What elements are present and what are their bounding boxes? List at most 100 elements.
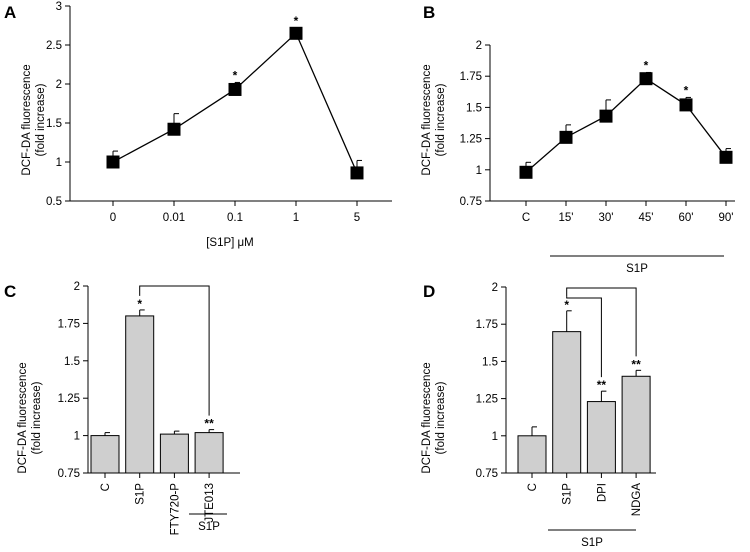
panel-a-letter: A — [4, 3, 16, 22]
panel-a-data-point — [350, 166, 364, 180]
panel-d-x-tick-label: NDGA — [631, 483, 643, 517]
panel-a-y-tick-label: 2.5 — [46, 40, 62, 52]
panel-c-significance-label: * — [137, 297, 142, 311]
panel-c-group-label: S1P — [198, 521, 220, 533]
panel-a-x-tick-label: 0.01 — [163, 212, 185, 224]
panel-d-y-tick-label: 1 — [492, 431, 498, 443]
panel-a-y-tick-label: 2 — [56, 79, 62, 91]
panel-b-data-point — [599, 109, 613, 123]
panel-c-y-tick-label: 1 — [74, 431, 80, 443]
panel-d-y-tick-label: 1.5 — [482, 356, 498, 368]
panel-b: B 0.75 1 1.25 1.5 1.75 2 C 15' 30' 45' 60' 90' * * DC… — [421, 3, 735, 275]
panel-c-x-tick-label: C — [100, 483, 112, 491]
panel-a: A 0.5 1 1.5 2 2.5 3 0 0.01 0.1 1 5 * * DCF-DA fluore… — [4, 1, 392, 249]
panel-b-group-label: S1P — [626, 263, 648, 275]
panel-d-bar — [586, 401, 616, 474]
panel-a-chart: 0.5 1 1.5 2 2.5 3 0 0.01 0.1 1 5 * * — [46, 1, 392, 224]
panel-c-bar — [90, 435, 120, 474]
panel-a-ylabel-line2: (fold increase) — [35, 83, 47, 156]
panel-a-x-tick-label: 5 — [354, 212, 360, 224]
panel-c-y-tick-label: 1.25 — [58, 393, 80, 405]
panel-a-significance-label: * — [233, 68, 238, 82]
panel-a-y-tick-label: 1.5 — [46, 118, 62, 130]
panel-a-data-point — [228, 82, 242, 96]
panel-d-x-tick-label: C — [527, 483, 539, 491]
panel-c-bar — [125, 315, 155, 474]
panel-b-data-point — [519, 165, 533, 179]
panel-d-ylabel-line2: (fold increase) — [435, 381, 447, 454]
panel-a-x-tick-label: 0 — [110, 212, 116, 224]
panel-b-data-point — [559, 130, 573, 144]
panel-c-y-tick-label: 0.75 — [58, 468, 80, 480]
panel-a-data-point — [106, 155, 120, 169]
panel-b-series-line — [525, 77, 727, 173]
panel-a-x-tick-label: 1 — [293, 212, 299, 224]
panel-d-y-tick-label: 0.75 — [476, 468, 498, 480]
panel-a-y-tick-label: 0.5 — [46, 196, 62, 208]
panel-b-x-tick-label: C — [522, 212, 530, 224]
panel-b-chart: 0.75 1 1.25 1.5 1.75 2 C 15' 30' 45' 60' 90' * * — [460, 40, 735, 224]
panel-a-data-point — [289, 26, 303, 40]
panel-d-significance-label: * — [564, 298, 569, 312]
panel-c-y-tick-label: 2 — [74, 281, 80, 293]
panel-b-y-tick-label: 0.75 — [460, 196, 482, 208]
panel-c-x-tick-label: JTE013 — [204, 483, 216, 523]
panel-b-data-point — [719, 150, 733, 164]
panel-b-y-tick-label: 1.25 — [460, 134, 482, 146]
panel-c-ylabel-line2: (fold increase) — [31, 381, 43, 454]
panel-c-significance-label: ** — [204, 417, 214, 431]
panel-b-letter: B — [423, 3, 435, 22]
panel-c-x-tick-label: S1P — [135, 483, 147, 505]
panel-d-significance-label: ** — [597, 378, 607, 392]
panel-d-group-label: S1P — [581, 537, 603, 549]
panel-d-bar — [552, 331, 582, 474]
panel-d-comparison-bracket — [566, 296, 602, 378]
panel-d-x-tick-label: S1P — [562, 483, 574, 505]
panel-b-data-point — [639, 72, 653, 86]
panel-d-ylabel-line1: DCF-DA fluorescence — [421, 362, 433, 473]
panel-b-significance-label: * — [684, 83, 689, 97]
panel-d-comparison-bracket — [566, 287, 637, 357]
panel-c-y-tick-label: 1.75 — [58, 318, 80, 330]
panel-b-x-tick-label: 30' — [599, 212, 614, 224]
panel-b-y-tick-label: 1 — [476, 165, 482, 177]
panel-b-x-tick-label: 15' — [559, 212, 574, 224]
panel-b-x-tick-label: 60' — [679, 212, 694, 224]
panel-b-ylabel-line1: DCF-DA fluorescence — [421, 64, 433, 175]
panel-b-significance-label: * — [644, 58, 649, 72]
panel-c-x-tick-label: FTY720-P — [169, 483, 181, 536]
panel-b-y-tick-label: 2 — [476, 40, 482, 52]
panel-a-data-point — [167, 122, 181, 136]
panel-a-significance-label: * — [294, 14, 299, 28]
panel-c-bar — [194, 432, 224, 474]
panel-d-y-tick-label: 2 — [492, 282, 498, 294]
panel-b-x-tick-label: 90' — [719, 212, 734, 224]
panel-c-letter: C — [4, 282, 16, 301]
panel-b-y-tick-label: 1.5 — [466, 102, 482, 114]
panel-b-ylabel-line2: (fold increase) — [435, 83, 447, 156]
panel-c-y-tick-label: 1.5 — [64, 356, 80, 368]
panel-b-data-point — [679, 98, 693, 112]
panel-a-xlabel: [S1P] μM — [206, 237, 254, 249]
panel-a-y-tick-label: 3 — [56, 1, 62, 13]
panel-a-x-tick-label: 0.1 — [227, 212, 243, 224]
panel-d-bar — [517, 435, 547, 474]
panel-b-y-tick-label: 1.75 — [460, 71, 482, 83]
panel-a-series-line — [112, 32, 358, 174]
panel-d-y-tick-label: 1.75 — [476, 319, 498, 331]
panel-b-x-tick-label: 45' — [639, 212, 654, 224]
panel-a-y-tick-label: 1 — [56, 157, 62, 169]
panel-d-y-tick-label: 1.25 — [476, 394, 498, 406]
panel-a-ylabel-line1: DCF-DA fluorescence — [21, 64, 33, 175]
panel-d-letter: D — [423, 282, 435, 301]
panel-d-significance-label: ** — [631, 357, 641, 371]
panel-c-bar — [159, 433, 189, 474]
panel-d-x-tick-label: DPI — [596, 483, 608, 502]
panel-c-comparison-bracket — [139, 285, 210, 416]
panel-c-ylabel-line1: DCF-DA fluorescence — [17, 362, 29, 473]
